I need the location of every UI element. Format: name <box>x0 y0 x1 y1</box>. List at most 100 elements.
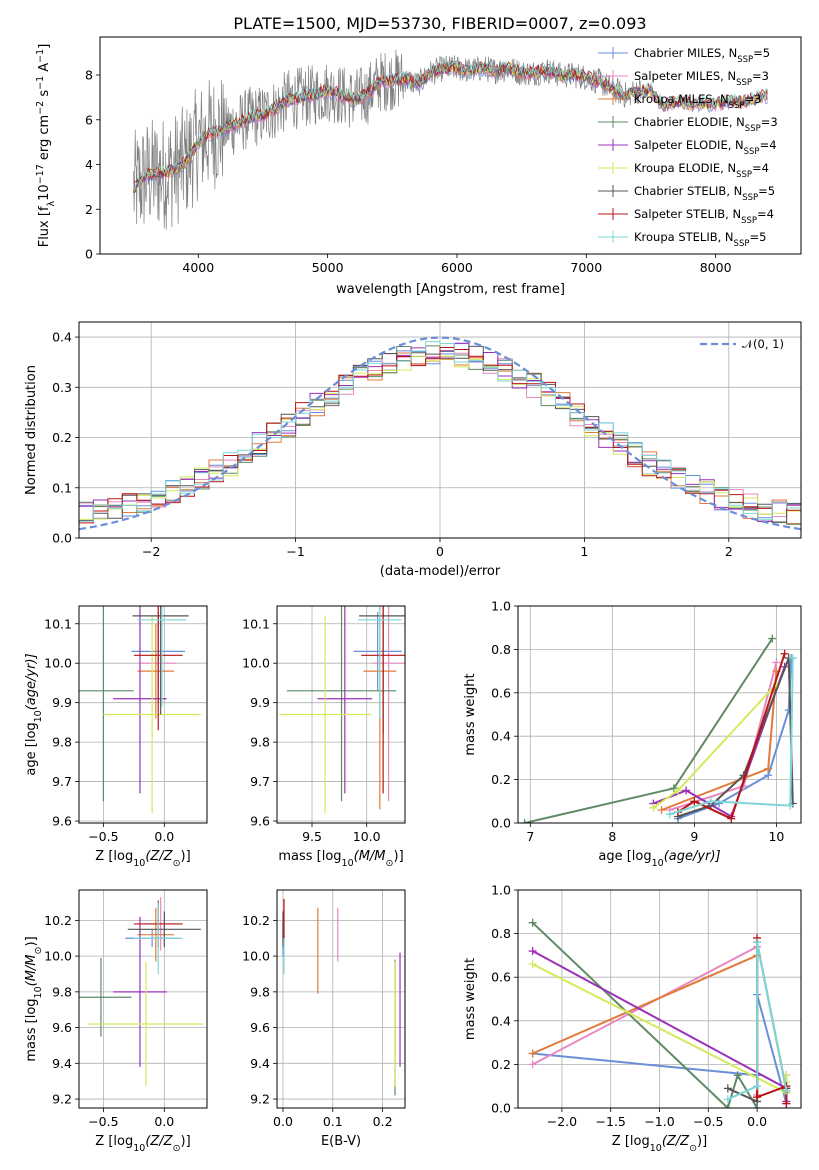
legend-label: Salpeter MILES, N <box>634 69 736 83</box>
x-tick-label: −0.5 <box>88 829 118 844</box>
x-axis-label: Z [log10(Z/Z⊙)] <box>95 1134 190 1154</box>
legend-entry: Chabrier MILES, NSSP=5 <box>634 46 770 65</box>
x-axis-label: mass [log10(M/M⊙)] <box>278 849 403 869</box>
legend-sub: SSP <box>734 239 750 249</box>
x-axis-label-part: Z [log <box>95 849 133 864</box>
y-axis-label-part: 10 <box>37 184 52 201</box>
legend-tail: =3 <box>761 115 778 129</box>
x-axis-label-part: Z [log <box>612 1134 650 1149</box>
y-tick-label: 6 <box>85 112 93 127</box>
x-axis-label-part: 10 <box>652 858 664 869</box>
data-point <box>649 803 658 812</box>
data-point <box>723 1084 732 1093</box>
legend-entry: Chabrier STELIB, NSSP=5 <box>634 184 775 203</box>
data-point <box>786 801 795 810</box>
x-tick-label: 10.0 <box>353 829 381 844</box>
x-tick-label: 7 <box>526 829 534 844</box>
series-line <box>669 658 794 816</box>
histogram-step <box>79 341 801 522</box>
x-axis-label-part: mass [log <box>278 849 341 864</box>
y-tick-label: 0.0 <box>491 816 511 831</box>
y-axis-label-part: (age/yr)] <box>24 653 39 710</box>
x-tick-label: 0.0 <box>273 1114 293 1129</box>
legend-sub: SSP <box>736 170 752 180</box>
legend-tail: =4 <box>752 161 769 175</box>
observed-spectrum-line <box>133 49 641 230</box>
y-axis-label-part: )] <box>24 936 39 946</box>
axes-frame <box>276 605 406 824</box>
axes-frame <box>276 889 406 1109</box>
y-tick-label: 0.2 <box>52 430 72 445</box>
y-axis-label-part: −17 <box>35 164 46 184</box>
x-axis-label-part: ⊙ <box>689 1143 697 1154</box>
legend-label: Chabrier MILES, N <box>634 46 737 60</box>
x-tick-label: 0.0 <box>154 829 174 844</box>
y-tick-label: 9.6 <box>250 1020 270 1035</box>
x-tick-label: −1.5 <box>596 1114 626 1129</box>
data-point <box>780 649 789 658</box>
data-point <box>706 797 715 806</box>
x-tick-label: 8 <box>608 829 616 844</box>
y-tick-label: 0.4 <box>491 729 511 744</box>
model-spectrum-line <box>133 60 768 193</box>
x-tick-label: 9.5 <box>302 829 322 844</box>
y-axis-label-part: 10 <box>33 710 44 722</box>
legend-sub: SSP <box>736 78 752 88</box>
series-line <box>727 942 788 1101</box>
legend-entry: Kroupa STELIB, NSSP=5 <box>634 230 766 249</box>
x-tick-label: 1 <box>580 544 588 559</box>
x-tick-label: −0.5 <box>88 1114 118 1129</box>
y-axis-label: Flux [fλ10−17 erg cm−2 s−1 A−1] <box>35 44 57 248</box>
y-tick-label: 9.6 <box>52 1020 72 1035</box>
data-point <box>733 1071 742 1080</box>
histogram-step <box>79 352 801 524</box>
x-axis-label-part: age [log <box>598 849 651 864</box>
axes-frame <box>78 889 208 1109</box>
y-tick-label: 0.4 <box>491 1013 511 1028</box>
y-tick-label: 8 <box>85 68 93 83</box>
data-point <box>657 805 666 814</box>
legend: 𝒩(0, 1) <box>700 337 784 351</box>
y-axis-label: mass weight <box>463 673 478 755</box>
data-point <box>528 947 537 956</box>
plot-area-age_vs_mass <box>279 606 405 814</box>
y-tick-label: 9.9 <box>52 695 72 710</box>
x-axis-label: age [log10(age/yr)] <box>598 849 720 869</box>
legend-tail: =5 <box>758 184 775 198</box>
y-tick-label: 9.9 <box>250 695 270 710</box>
panel-mass_vs_EBV: 0.0 0.1 0.2 9.2 9.4 9.6 9.8 10.0 10.2 E(B-V) <box>242 889 406 1149</box>
legend-label: Chabrier STELIB, N <box>634 184 742 198</box>
y-axis-label-part: s <box>37 90 52 101</box>
y-tick-label: 0.4 <box>52 330 72 345</box>
y-tick-label: 9.4 <box>250 1056 270 1071</box>
y-tick-label: 0.2 <box>491 1057 511 1072</box>
y-tick-label: 0.6 <box>491 970 511 985</box>
y-axis-label-part: Flux [f <box>37 206 52 247</box>
legend-label: 𝒩(0, 1) <box>742 337 784 351</box>
legend-sub: SSP <box>729 101 745 111</box>
x-axis-label: wavelength [Angstrom, rest frame] <box>336 282 565 297</box>
legend-label: Kroupa ELODIE, N <box>634 161 736 175</box>
y-tick-label: 0 <box>85 247 93 262</box>
data-point <box>782 1086 791 1095</box>
y-tick-label: 10.2 <box>242 913 270 928</box>
x-axis-label: E(B-V) <box>321 1134 361 1149</box>
data-point <box>723 1095 732 1104</box>
x-axis-label-part: )] <box>181 849 191 864</box>
y-tick-label: 9.8 <box>250 735 270 750</box>
plot-area-mass_vs_Z <box>79 897 204 1087</box>
legend-sub: SSP <box>741 216 757 226</box>
data-point <box>772 658 781 667</box>
panel-age_vs_mass: 9.5 10.0 9.6 9.7 9.8 9.9 10.0 10.1 mass [log10(M… <box>242 605 406 869</box>
y-axis-label: age [log10(age/yr)] <box>24 653 44 775</box>
legend-sub: SSP <box>742 193 758 203</box>
x-tick-label: 6000 <box>441 260 473 275</box>
legend-entry: Salpeter ELODIE, NSSP=4 <box>634 138 777 157</box>
x-tick-label: −2.0 <box>547 1114 577 1129</box>
panel-mass_vs_Z: −0.5 0.09.29.49.69.810.010.2Z [log10(Z/Z⊙… <box>24 889 208 1154</box>
series-line <box>532 953 759 1098</box>
y-tick-label: 0.6 <box>491 685 511 700</box>
y-axis-label-part: erg cm <box>37 115 52 164</box>
data-point <box>723 1104 732 1108</box>
